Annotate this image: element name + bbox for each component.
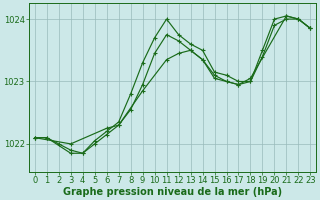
X-axis label: Graphe pression niveau de la mer (hPa): Graphe pression niveau de la mer (hPa): [63, 187, 282, 197]
